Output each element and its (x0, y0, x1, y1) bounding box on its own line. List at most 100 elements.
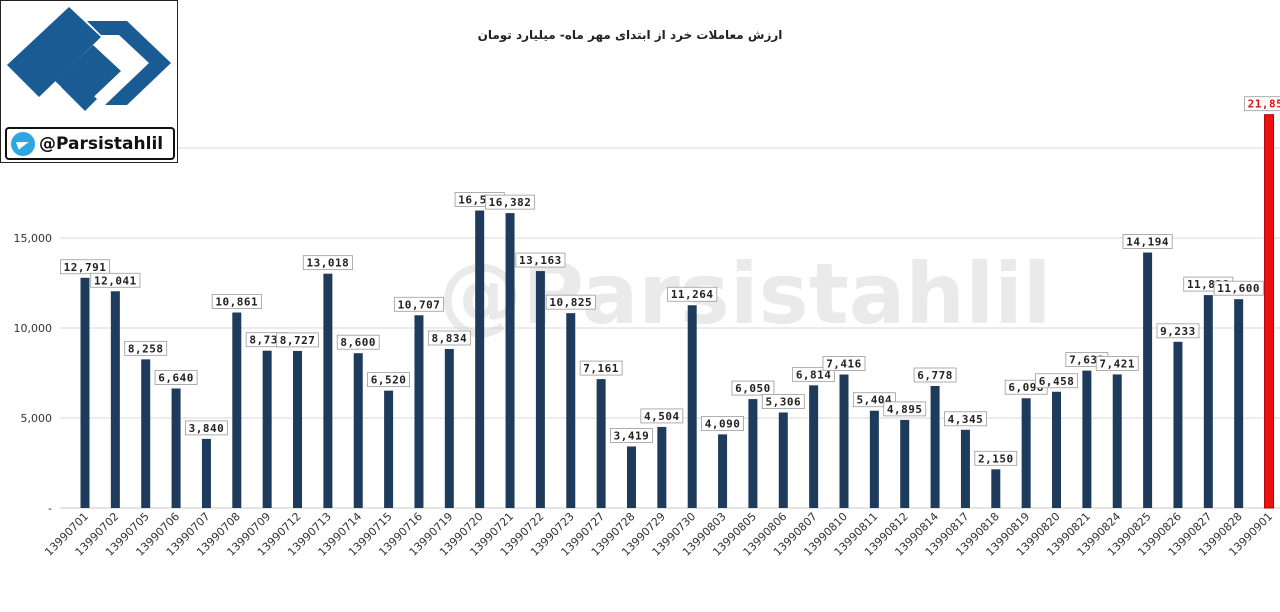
data-label: 6,778 (917, 369, 953, 382)
data-label: 8,834 (432, 332, 468, 345)
data-label-box (545, 294, 596, 310)
data-label-box (367, 372, 411, 388)
y-tick-label: 15,000 (14, 232, 53, 245)
bar (718, 434, 728, 508)
bar (839, 374, 849, 508)
data-label-box (974, 450, 1018, 466)
bar (869, 410, 879, 508)
data-label-box (393, 296, 444, 312)
bar (596, 379, 606, 508)
data-label-box (485, 194, 536, 210)
data-label-box (1213, 280, 1264, 296)
data-label: 3,840 (189, 422, 225, 435)
bar (262, 350, 272, 508)
bar (1143, 252, 1153, 508)
bar (535, 271, 545, 508)
bar (900, 419, 910, 508)
data-label: 11,600 (1217, 282, 1260, 295)
data-label: 10,707 (398, 298, 441, 311)
data-label: 6,458 (1039, 375, 1075, 388)
data-label-box (883, 401, 927, 417)
data-label: 12,041 (94, 274, 137, 287)
bar (232, 312, 242, 508)
bar (1052, 391, 1062, 508)
data-label: 11,264 (671, 288, 714, 301)
bar (110, 291, 120, 508)
bar (566, 313, 576, 508)
data-label-box (1244, 96, 1280, 112)
bar (1021, 398, 1031, 508)
data-label: 5,404 (857, 394, 893, 407)
data-label: 13,163 (519, 254, 562, 267)
data-label: 7,416 (826, 358, 862, 371)
y-tick-label: 5,000 (21, 412, 53, 425)
y-tick-label: 10,000 (14, 322, 53, 335)
parsistahlil-logo-icon (7, 7, 171, 111)
data-label: 16,382 (489, 196, 532, 209)
data-label: 8,739 (249, 334, 285, 347)
data-label-box (701, 415, 744, 431)
bar (1264, 114, 1275, 509)
bar (171, 388, 181, 508)
data-label-box (579, 360, 623, 376)
bar (293, 350, 303, 508)
data-label: 5,306 (765, 395, 801, 408)
bar (353, 353, 363, 508)
bar (1203, 295, 1213, 508)
bar (778, 412, 788, 508)
bar (475, 210, 485, 508)
data-label-box (336, 334, 380, 350)
bar (1173, 341, 1183, 508)
bar (930, 385, 940, 508)
data-label: 7,633 (1069, 354, 1105, 367)
data-label: 3,419 (614, 429, 650, 442)
bars (80, 114, 1275, 509)
data-label: 12,791 (64, 261, 107, 274)
bar (809, 385, 819, 508)
data-label-box (1156, 323, 1200, 339)
logo: @Parsistahlil (0, 0, 178, 163)
data-label-box (731, 380, 775, 396)
data-label: 21,850 (1248, 98, 1280, 111)
data-label: 10,825 (549, 296, 592, 309)
data-label: 10,861 (215, 296, 258, 309)
chart-title: ارزش معاملات خرد از ابتدای مهر ماه- میلی… (477, 28, 783, 42)
data-label-box (822, 356, 866, 371)
data-label: 6,814 (796, 368, 832, 381)
handle-text: @Parsistahlil (39, 133, 164, 154)
bar (414, 315, 424, 508)
data-label: 8,600 (340, 336, 376, 349)
y-axis-ticks: - 5,000 10,000 15,000 (14, 232, 53, 515)
bar (991, 469, 1001, 508)
data-label: 8,258 (128, 342, 164, 355)
data-label-box (154, 370, 198, 385)
bar (1234, 299, 1244, 508)
bar (505, 213, 515, 508)
data-label-box (515, 252, 566, 268)
y-tick-label: - (48, 502, 52, 515)
data-label-box (276, 332, 319, 348)
data-label-box (60, 259, 111, 275)
data-label: 2,150 (978, 452, 1014, 465)
data-label-box (913, 367, 957, 383)
data-label-box (185, 420, 228, 436)
data-label: 7,421 (1099, 357, 1135, 370)
bar (626, 446, 636, 508)
bar (1082, 370, 1092, 508)
data-label-box (124, 340, 168, 356)
data-label: 13,018 (307, 257, 350, 270)
data-label: 6,640 (158, 371, 194, 384)
data-label: 6,098 (1008, 381, 1044, 394)
bar (748, 399, 758, 508)
bar (323, 273, 333, 508)
data-label: 7,161 (583, 362, 619, 375)
data-label-box (211, 294, 262, 309)
data-label-box (1095, 356, 1139, 371)
data-label: 4,345 (948, 413, 984, 426)
data-label: 9,233 (1160, 325, 1196, 338)
data-label-box (610, 428, 653, 443)
data-label: 4,504 (644, 410, 680, 423)
data-label-box (761, 394, 805, 409)
